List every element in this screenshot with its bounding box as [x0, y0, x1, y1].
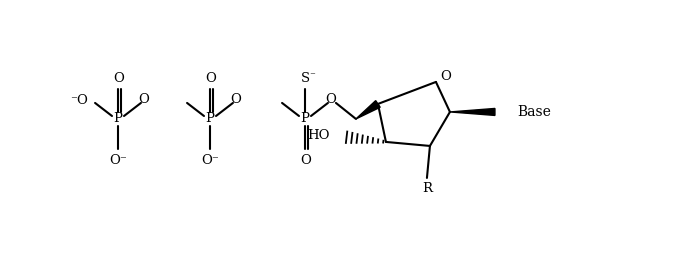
Text: ⁻O: ⁻O [70, 95, 88, 107]
Polygon shape [356, 101, 380, 119]
Text: S: S [301, 73, 310, 85]
Text: P: P [301, 112, 310, 125]
Text: O: O [326, 93, 336, 107]
Text: O: O [301, 154, 312, 167]
Text: O: O [231, 93, 241, 107]
Text: O: O [440, 70, 452, 84]
Text: O: O [206, 73, 217, 85]
Text: O: O [138, 93, 150, 107]
Text: HO: HO [308, 129, 330, 142]
Text: P: P [113, 112, 122, 125]
Text: Base: Base [517, 105, 551, 119]
Text: O⁻: O⁻ [109, 154, 127, 167]
Polygon shape [450, 108, 495, 115]
Text: O⁻: O⁻ [201, 154, 219, 167]
Text: ⁻: ⁻ [309, 71, 315, 81]
Text: O: O [113, 73, 124, 85]
Text: R: R [422, 182, 432, 195]
Text: P: P [206, 112, 215, 125]
